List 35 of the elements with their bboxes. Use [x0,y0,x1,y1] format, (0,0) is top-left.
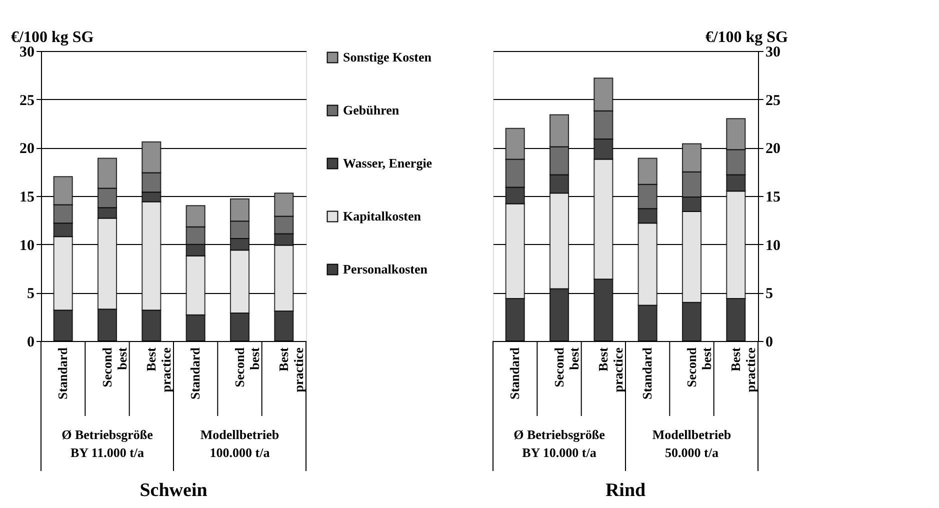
y-tick-label: 10 [766,238,780,254]
y-axis-title: €/100 kg SG [705,29,789,46]
x-tick-label: Standard [188,346,203,400]
x-tick-label: Second best [99,346,130,388]
legend-label: Wasser, Energie [343,156,432,170]
y-tick-label: 30 [766,44,780,60]
y-tick-label: 30 [20,44,34,60]
x-tick-label: Standard [507,346,522,400]
legend-label: Kapitalkosten [343,208,422,224]
y-tick-label: 15 [20,190,34,206]
y-tick-label: 20 [20,141,34,158]
text: Modellbetrieb 50.000 t/a [652,427,732,460]
y-tick-label: 0 [766,334,773,350]
y-tick-label: 0 [27,334,34,350]
legend-label: Gebühren [343,102,400,118]
text: Modellbetrieb 100.000 t/a [200,427,280,460]
text: Rind [605,480,646,501]
legend-label: Personalkosten [343,262,428,276]
y-tick-label: 10 [20,238,34,254]
x-tick-label: Standard [640,346,655,400]
y-tick-label: 15 [766,190,780,206]
text: Schwein [140,480,208,501]
y-tick-label: 5 [766,286,773,302]
text: Ø Betriebsgröße BY 11.000 t/a [62,427,154,460]
text: Ø Betriebsgröße BY 10.000 t/a [514,427,606,460]
x-tick-label: Second best [684,346,714,388]
y-tick-label: 5 [27,286,34,302]
y-tick-label: 25 [20,92,34,109]
x-tick-label: Second best [551,346,582,388]
y-axis-title: €/100 kg SG [11,29,94,46]
x-tick-label: Second best [232,346,262,388]
y-tick-label: 20 [766,141,780,158]
y-tick-label: 25 [766,92,780,109]
x-tick-label: Standard [55,346,70,400]
legend-label: Sonstige Kosten [343,50,432,64]
